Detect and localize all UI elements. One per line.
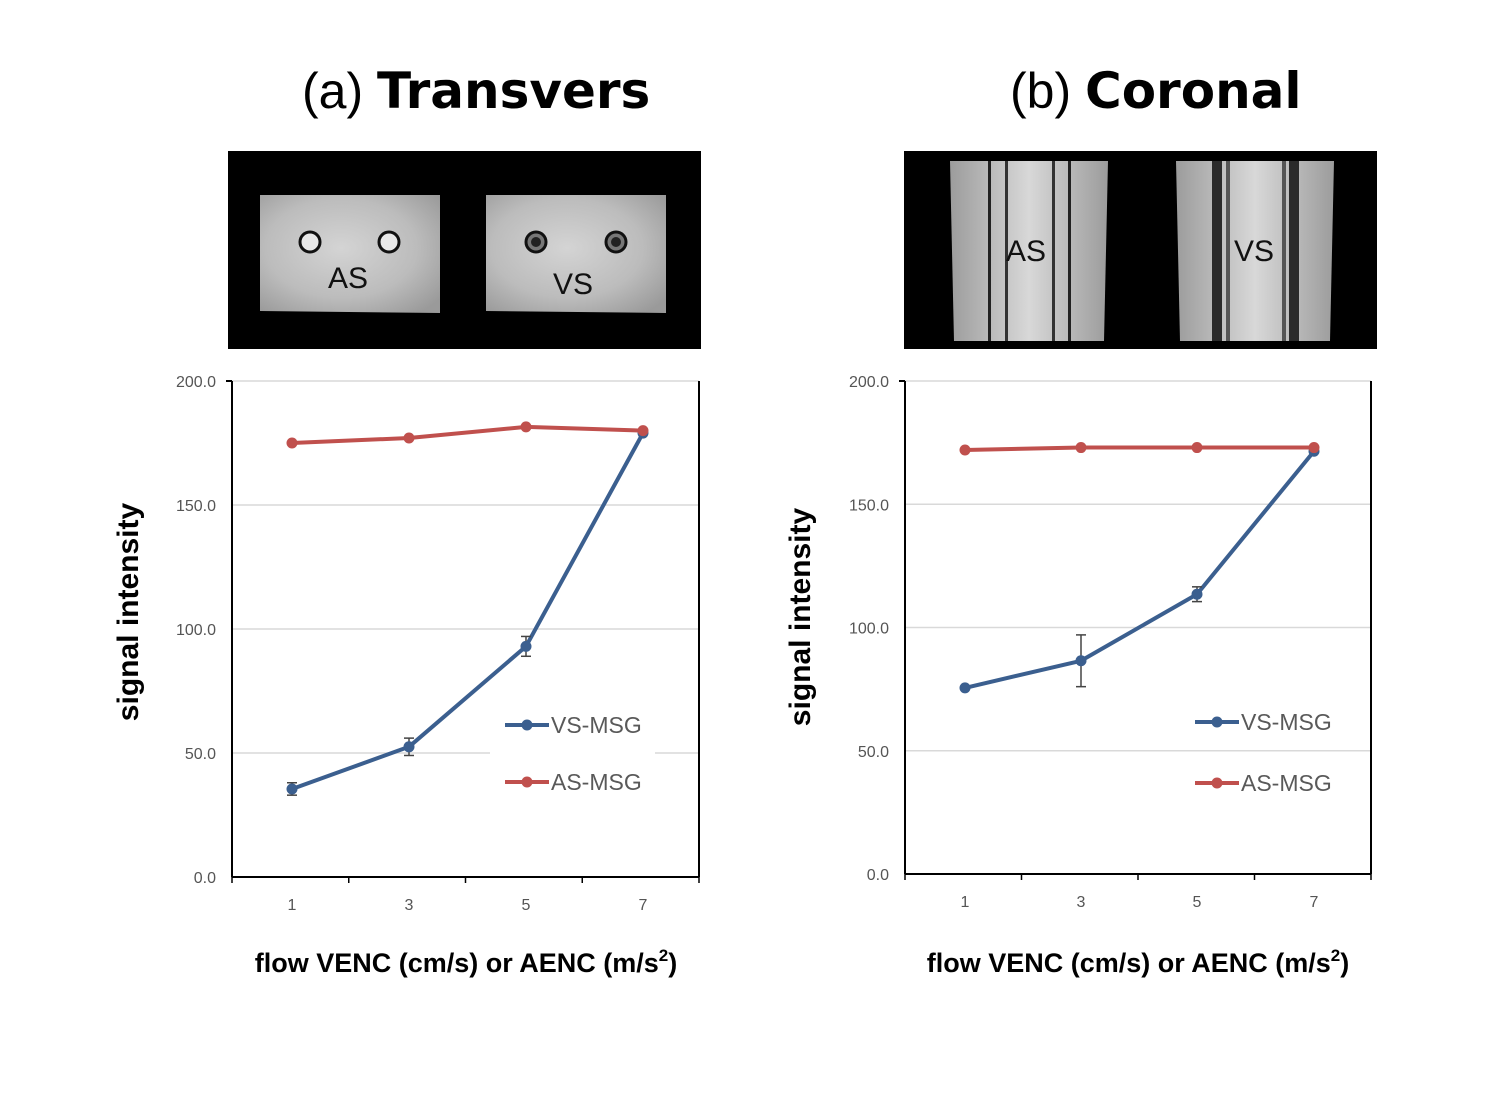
data-point-as-msg	[1308, 442, 1320, 454]
data-point-as-msg	[1075, 442, 1087, 454]
series-line-vs-msg	[291, 432, 645, 791]
legend-marker	[521, 719, 533, 731]
vessel-dark-band	[1289, 161, 1299, 341]
y-axis-label: signal intensity	[112, 503, 145, 722]
vessel-dark-band	[1226, 161, 1230, 341]
data-point-as-msg	[403, 432, 415, 444]
data-point-vs-msg	[286, 783, 298, 795]
x-tick-label: 7	[639, 897, 648, 914]
y-tick-label: 150.0	[176, 498, 216, 515]
mri-label-as: AS	[1006, 235, 1046, 268]
legend: VS-MSG AS-MSG	[1183, 700, 1343, 796]
panel-a-title-prefix: (a)	[302, 63, 364, 119]
x-tick-label: 5	[1193, 894, 1202, 911]
y-tick-label: 0.0	[194, 870, 216, 887]
x-tick-label: 3	[1077, 894, 1086, 911]
tick-labels: 0.0 50.0 100.0 150.0 200.0 1 3 5 7	[849, 374, 1319, 911]
vessel-dark-band	[1282, 161, 1286, 341]
legend-marker	[1211, 777, 1223, 789]
panel-a-title-main: Transvers	[377, 62, 651, 120]
data-point-as-msg	[959, 444, 971, 456]
vessel-ring	[298, 230, 322, 254]
vessel-wall	[1068, 161, 1071, 341]
phantom-as-transverse	[260, 195, 440, 313]
phantom-vs-transverse	[486, 195, 666, 313]
vessel-wall	[988, 161, 991, 341]
panel-a-title: (a) Transvers	[302, 62, 650, 120]
series	[959, 442, 1320, 694]
vessel-dark-band	[1212, 161, 1222, 341]
vessel-wall	[1052, 161, 1055, 341]
y-tick-label: 100.0	[849, 621, 889, 638]
series-line-as-msg	[964, 445, 1314, 453]
data-point-vs-msg	[959, 682, 971, 694]
x-tick-label: 1	[961, 894, 970, 911]
legend-background	[490, 700, 655, 760]
vessel-ring	[377, 230, 401, 254]
data-point-vs-msg	[520, 640, 532, 652]
mri-label-as: AS	[328, 262, 368, 295]
mri-image-coronal: AS VS	[904, 151, 1377, 349]
tick-labels: 0.0 50.0 100.0 150.0 200.0 1 3 5 7	[176, 374, 648, 914]
data-point-as-msg	[286, 437, 298, 449]
data-point-vs-msg	[1191, 588, 1203, 600]
x-axis-label: flow VENC (cm/s) or AENC (m/s2)	[255, 946, 678, 978]
data-point-as-msg	[637, 425, 649, 437]
x-tick-label: 1	[288, 897, 297, 914]
x-tick-label: 3	[405, 897, 414, 914]
axes	[899, 380, 1372, 880]
axes	[226, 380, 700, 883]
legend-label: VS-MSG	[551, 712, 642, 738]
x-tick-label: 7	[1310, 894, 1319, 911]
data-point-vs-msg	[403, 741, 415, 753]
data-point-vs-msg	[1075, 655, 1087, 667]
series-line-as-msg	[291, 424, 644, 445]
mri-label-vs: VS	[553, 268, 593, 301]
vessel-core	[531, 237, 541, 247]
y-tick-label: 200.0	[849, 374, 889, 391]
x-axis-label-end: )	[668, 948, 677, 978]
mri-label-vs: VS	[1234, 235, 1274, 268]
y-tick-label: 200.0	[176, 374, 216, 391]
y-tick-label: 50.0	[185, 746, 216, 763]
x-axis-label-main: flow VENC (cm/s) or AENC (m/s	[927, 948, 1331, 978]
series-line-vs-msg	[964, 449, 1316, 690]
y-tick-label: 100.0	[176, 622, 216, 639]
vessel-wall	[1005, 161, 1008, 341]
mri-image-transverse: AS VS	[228, 151, 701, 349]
x-axis-label-end: )	[1340, 948, 1349, 978]
legend-label: AS-MSG	[1241, 770, 1332, 796]
x-axis-label-sup: 2	[659, 946, 668, 965]
data-point-as-msg	[1191, 442, 1203, 454]
legend-label: VS-MSG	[1241, 709, 1332, 735]
y-tick-label: 150.0	[849, 497, 889, 514]
legend-marker	[521, 776, 533, 788]
data-point-as-msg	[520, 421, 532, 433]
x-axis-label-sup: 2	[1331, 946, 1340, 965]
legend: VS-MSG AS-MSG	[490, 700, 655, 795]
legend-label: AS-MSG	[551, 769, 642, 795]
panel-b-title: (b) Coronal	[1010, 62, 1302, 120]
y-axis-label: signal intensity	[784, 508, 817, 727]
legend-marker	[1211, 716, 1223, 728]
panel-b-title-prefix: (b)	[1010, 63, 1072, 119]
grid-lines	[905, 380, 1371, 752]
series	[286, 421, 649, 796]
x-axis-label-main: flow VENC (cm/s) or AENC (m/s	[255, 948, 659, 978]
x-axis-label: flow VENC (cm/s) or AENC (m/s2)	[927, 946, 1350, 978]
legend-background	[1183, 700, 1343, 750]
vessel-core	[611, 237, 621, 247]
panel-b-title-main: Coronal	[1085, 62, 1302, 120]
y-tick-label: 0.0	[867, 867, 889, 884]
x-tick-label: 5	[522, 897, 531, 914]
y-tick-label: 50.0	[858, 744, 889, 761]
